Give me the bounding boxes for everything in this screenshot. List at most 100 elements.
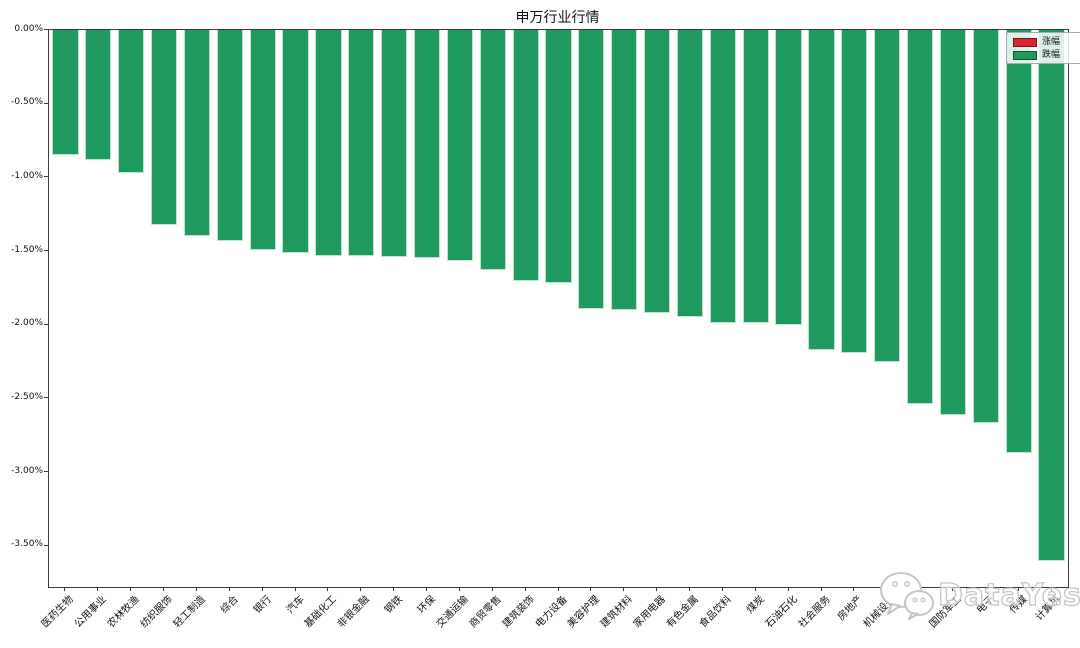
x-tick-mark — [787, 587, 789, 591]
legend-up-label: 涨幅 — [1042, 37, 1061, 47]
chart-title: 申万行业行情 — [515, 10, 600, 26]
x-tick-mark — [426, 587, 427, 591]
y-tick-label: -1.50% — [11, 244, 43, 255]
chart-bar — [578, 30, 605, 309]
x-tick-mark — [853, 587, 855, 591]
chart-bar — [1038, 30, 1065, 561]
y-tick-mark — [44, 397, 48, 399]
y-tick-label: -0.50% — [11, 97, 43, 108]
y-tick-label: 0.00% — [14, 23, 43, 34]
x-tick-label: 房地产 — [836, 594, 866, 623]
x-tick-label: 煤炭 — [744, 594, 767, 616]
x-tick-label: 综合 — [218, 594, 241, 616]
chart-bar — [939, 30, 967, 415]
legend-down-label: 跌幅 — [1042, 50, 1061, 60]
x-tick-mark — [163, 587, 164, 591]
x-tick-mark — [820, 587, 822, 591]
y-tick-label: -1.00% — [11, 170, 43, 181]
x-tick-mark — [623, 587, 625, 591]
x-tick-mark — [360, 587, 362, 591]
chart-bar — [906, 30, 934, 405]
x-tick-mark — [195, 587, 197, 591]
x-tick-label: 银行 — [251, 594, 274, 616]
chart-bar — [150, 30, 178, 225]
x-tick-label: 建筑材料 — [598, 594, 635, 631]
x-tick-mark — [393, 587, 395, 591]
x-tick-mark — [327, 587, 329, 591]
chart-bar — [512, 30, 539, 281]
chart-bar — [775, 30, 802, 325]
chart-bar — [446, 30, 473, 262]
x-tick-label: 环保 — [415, 594, 438, 616]
plot-area — [48, 29, 1069, 588]
chart-bar — [709, 30, 736, 324]
chart-bar — [249, 30, 276, 250]
x-tick-label: 食品饮料 — [697, 594, 734, 631]
y-tick-mark — [44, 176, 48, 178]
chart-bar — [841, 30, 868, 353]
legend-down-swatch — [1013, 50, 1037, 60]
y-tick-mark — [44, 544, 48, 546]
x-tick-mark — [64, 587, 66, 591]
x-tick-label: 商贸零售 — [467, 594, 504, 631]
x-tick-mark — [590, 587, 592, 591]
x-tick-label: 电力设备 — [533, 594, 570, 631]
chart-bar — [479, 30, 506, 271]
x-tick-mark — [1017, 587, 1019, 591]
x-tick-mark — [721, 587, 723, 591]
legend-item-down: 跌幅 — [1013, 50, 1079, 60]
chart-bar — [85, 30, 112, 160]
x-tick-mark — [984, 587, 986, 591]
x-tick-label: 石油石化 — [763, 594, 800, 631]
chart-bar — [972, 30, 999, 424]
legend-up-swatch — [1013, 37, 1037, 47]
chart-bar — [676, 30, 704, 318]
x-tick-label: 家用电器 — [631, 594, 668, 631]
x-tick-mark — [491, 587, 493, 591]
x-tick-label: 公用事业 — [73, 594, 110, 631]
x-tick-label: 基础化工 — [303, 594, 340, 631]
chart-bar — [52, 30, 79, 156]
x-tick-label: 交通运输 — [434, 594, 471, 631]
x-tick-label: 建筑装饰 — [500, 594, 537, 631]
chart-bar — [611, 30, 638, 310]
x-tick-mark — [689, 587, 690, 591]
x-tick-label: 医药生物 — [40, 594, 77, 631]
chart-bar — [413, 30, 441, 259]
x-tick-label: 美容护理 — [566, 594, 603, 631]
chart-bar — [1005, 30, 1032, 453]
chart-bar — [874, 30, 901, 362]
y-tick-mark — [44, 250, 48, 252]
chart-bar — [315, 30, 342, 256]
x-tick-mark — [557, 587, 559, 591]
y-tick-mark — [44, 102, 48, 104]
x-tick-mark — [130, 587, 132, 591]
y-tick-label: -2.00% — [11, 318, 43, 329]
chart-bar — [644, 30, 671, 313]
y-tick-mark — [44, 471, 48, 473]
chart-bar — [282, 30, 309, 253]
y-tick-label: -3.00% — [11, 465, 43, 476]
y-tick-mark — [44, 323, 48, 325]
y-tick-label: -3.50% — [11, 539, 43, 550]
y-tick-label: -2.50% — [11, 391, 43, 402]
chart-bar — [216, 30, 243, 241]
x-tick-mark — [1050, 587, 1052, 591]
x-tick-label: 社会服务 — [796, 594, 833, 631]
x-tick-label: 轻工制造 — [171, 594, 208, 631]
chart-bar — [348, 30, 375, 256]
x-tick-label: 有色金属 — [664, 594, 701, 631]
x-tick-mark — [228, 587, 230, 591]
wechat-icon — [880, 572, 934, 620]
chart-bar — [118, 30, 145, 173]
x-tick-mark — [261, 587, 263, 591]
x-tick-mark — [97, 587, 99, 591]
legend-item-up: 涨幅 — [1013, 37, 1079, 47]
chart-bar — [742, 30, 769, 324]
legend: 涨幅 跌幅 — [1006, 32, 1080, 64]
x-tick-mark — [294, 587, 296, 591]
x-tick-label: 纺织服饰 — [138, 594, 175, 631]
chart-bar — [545, 30, 572, 284]
x-tick-label: 非银金融 — [336, 594, 373, 631]
